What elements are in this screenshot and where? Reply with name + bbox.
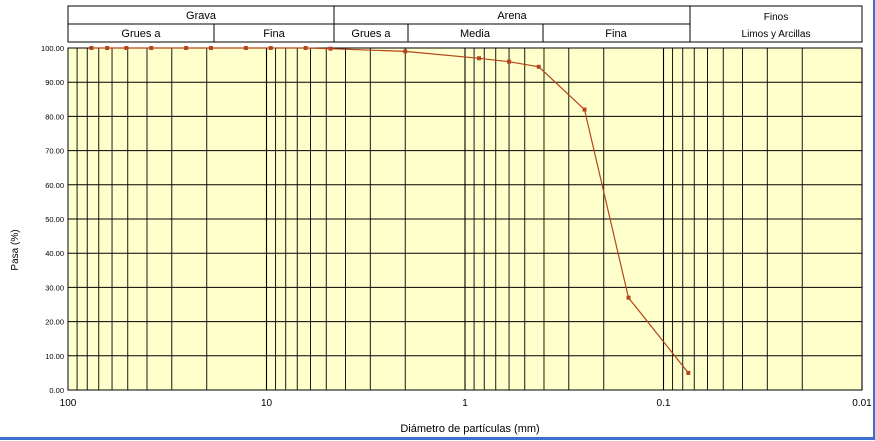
data-point [184,46,189,50]
header-grava-fina: Fina [263,28,285,40]
y-tick-label: 100.00 [41,44,64,53]
data-point [582,107,587,112]
header-finos: Finos [764,12,788,23]
vertical-gridlines [76,48,863,390]
header-limos-arcillas: Limos y Arcillas [742,29,811,40]
x-tick-label: 0.1 [657,398,671,409]
x-tick-label: 0.01 [852,398,872,409]
data-point [403,49,408,54]
data-point [536,64,541,69]
data-point [268,46,273,50]
data-point [507,59,512,64]
data-point [149,46,154,50]
data-point [89,46,94,50]
y-tick-label: 60.00 [45,181,64,190]
classification-header: Grava Arena Finos Grues a Fina Grues a M… [67,5,863,43]
header-arena-fina: Fina [605,28,627,40]
x-tick-label: 10 [261,398,273,409]
y-tick-label: 20.00 [45,318,64,327]
y-tick-label: 70.00 [45,147,64,156]
y-tick-label: 0.00 [49,386,64,395]
y-tick-labels: 0.00 10.00 20.00 30.00 40.00 50.00 60.00 70.00 8… [41,44,64,395]
y-tick-label: 50.00 [45,215,64,224]
data-point [105,46,110,50]
y-axis-title: Pasa (%) [10,229,21,270]
y-tick-label: 90.00 [45,78,64,87]
header-grava: Grava [186,10,217,22]
data-point [243,46,248,50]
y-tick-label: 40.00 [45,249,64,258]
data-point [303,46,308,50]
x-tick-label: 1 [462,398,468,409]
data-point [626,295,631,300]
data-point [686,370,691,375]
y-tick-label: 10.00 [45,352,64,361]
y-tick-label: 80.00 [45,112,64,121]
data-point [328,46,333,51]
data-point [477,56,482,61]
header-grava-gruesa: Grues a [121,28,161,40]
data-point [208,46,213,50]
horizontal-gridlines [68,47,862,391]
y-tick-label: 30.00 [45,283,64,292]
data-points [89,46,691,375]
x-axis-title: Diámetro de partículas (mm) [400,423,539,435]
x-tick-labels: 100 10 1 0.1 0.01 [60,398,873,409]
header-arena-media: Media [460,28,491,40]
header-arena: Arena [497,10,527,22]
data-point [124,46,129,50]
header-arena-gruesa: Grues a [351,28,391,40]
x-tick-label: 100 [60,398,77,409]
